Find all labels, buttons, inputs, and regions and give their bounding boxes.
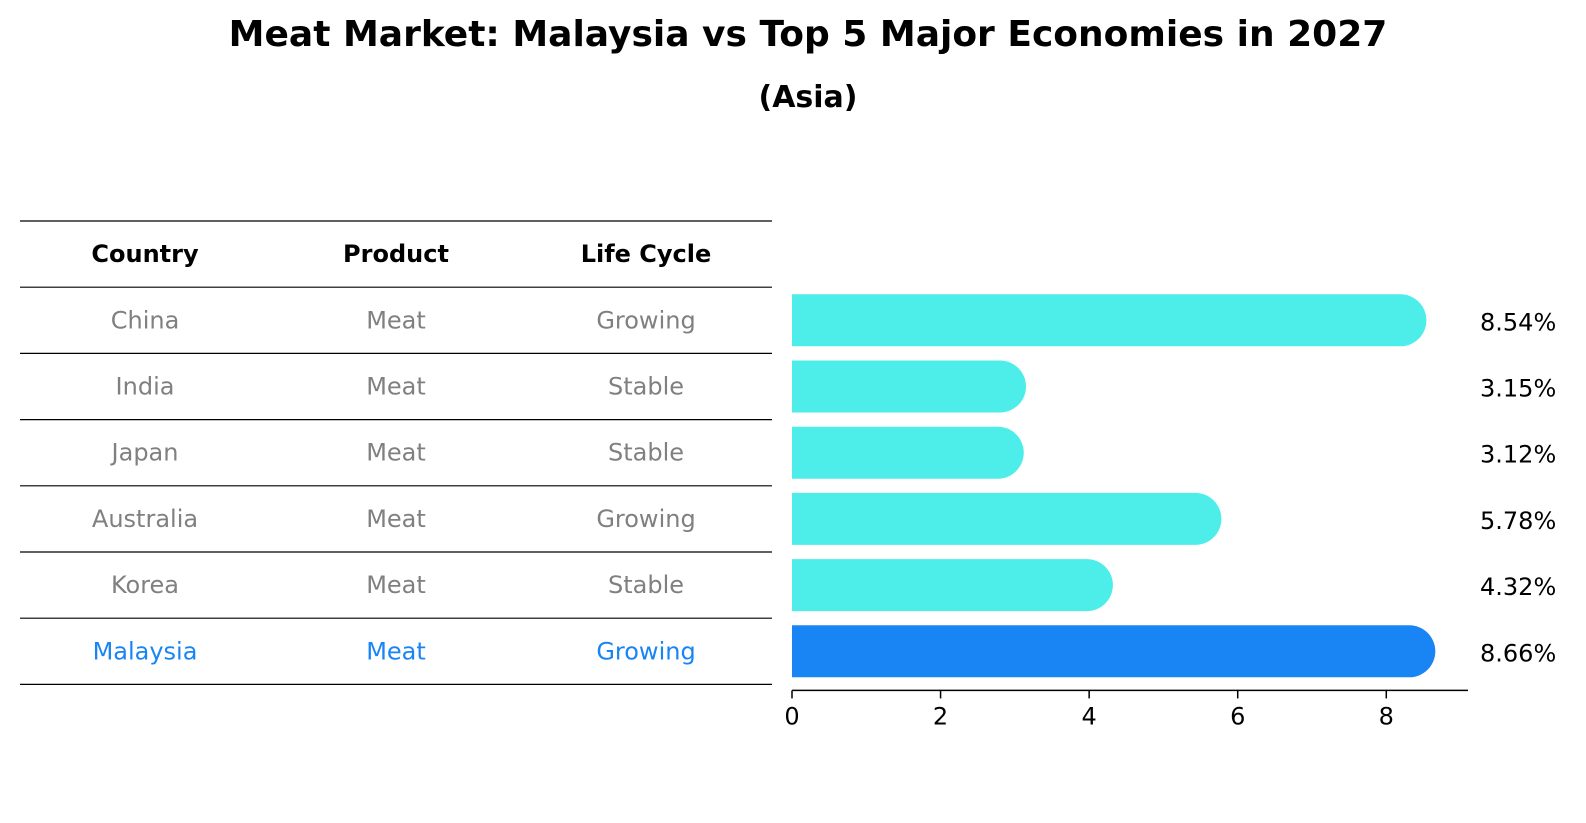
bar-korea	[792, 559, 1113, 612]
table-cell: Growing	[596, 505, 695, 533]
table-cell: Meat	[366, 373, 426, 401]
bar-india	[792, 360, 1026, 413]
table-cell: Japan	[110, 439, 179, 467]
data-label: 4.32%	[1480, 573, 1556, 601]
data-label: 8.54%	[1480, 308, 1556, 336]
table-cell: Growing	[596, 637, 695, 665]
table-header: Product	[343, 240, 449, 268]
table-cell: Meat	[366, 571, 426, 599]
table-cell: Malaysia	[93, 637, 198, 665]
bar-japan	[792, 426, 1024, 479]
table-cell: Meat	[366, 505, 426, 533]
table-cell: Growing	[596, 306, 695, 334]
data-label: 5.78%	[1480, 507, 1556, 535]
table-cell: Meat	[366, 637, 426, 665]
chart-title: Meat Market: Malaysia vs Top 5 Major Eco…	[228, 14, 1388, 55]
table-cell: Stable	[608, 571, 684, 599]
table-cell: China	[111, 306, 180, 334]
table-cell: Stable	[608, 373, 684, 401]
table-cell: Meat	[366, 439, 426, 467]
table-header: Life Cycle	[581, 240, 712, 268]
table-header: Country	[91, 240, 199, 268]
chart-subtitle: (Asia)	[758, 80, 858, 115]
bar-malaysia	[792, 625, 1436, 678]
table-cell: Australia	[92, 505, 198, 533]
table-cell: India	[116, 373, 175, 401]
data-label: 8.66%	[1480, 639, 1556, 667]
x-tick-label: 6	[1230, 702, 1245, 730]
table-cell: Korea	[111, 571, 179, 599]
table-cell: Meat	[366, 306, 426, 334]
bar-china	[792, 294, 1427, 347]
x-tick-label: 0	[784, 702, 799, 730]
x-tick-label: 8	[1379, 702, 1394, 730]
bar-australia	[792, 492, 1222, 545]
data-label: 3.15%	[1480, 375, 1556, 403]
data-label: 3.12%	[1480, 441, 1556, 469]
table-cell: Stable	[608, 439, 684, 467]
x-tick-label: 4	[1082, 702, 1097, 730]
x-tick-label: 2	[933, 702, 948, 730]
